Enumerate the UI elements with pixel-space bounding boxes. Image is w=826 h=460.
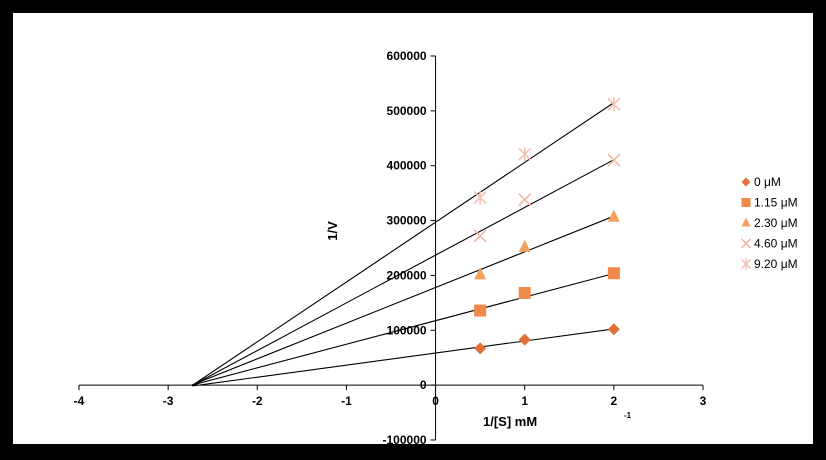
- x-tick-label: 0: [432, 394, 439, 408]
- data-point-series-0[interactable]: [518, 333, 531, 346]
- y-tick-label: -100000: [383, 433, 427, 447]
- legend-label-3: 4.60 μM: [754, 237, 798, 251]
- data-point-series-1[interactable]: [607, 267, 620, 280]
- y-tick-label: 500000: [387, 104, 427, 118]
- legend-marker-1[interactable]: [741, 198, 751, 207]
- y-tick-label: 200000: [387, 268, 427, 282]
- x-tick-label: -4: [74, 394, 85, 408]
- data-point-series-3[interactable]: [607, 153, 621, 167]
- data-point-series-4[interactable]: [607, 97, 621, 112]
- data-point-series-2[interactable]: [474, 267, 487, 280]
- y-tick-label: 0: [420, 378, 427, 392]
- data-point-series-3[interactable]: [518, 193, 532, 207]
- x-tick-label: -2: [252, 394, 263, 408]
- y-tick-label: 300000: [387, 214, 427, 228]
- data-point-series-0[interactable]: [607, 323, 620, 336]
- trendline-series-0: [192, 328, 614, 387]
- legend-marker-2[interactable]: [741, 217, 751, 227]
- y-tick-label: 400000: [387, 159, 427, 173]
- y-tick-label: 600000: [387, 49, 427, 63]
- data-point-series-1[interactable]: [474, 304, 487, 317]
- legend-marker-4[interactable]: [740, 258, 752, 270]
- x-tick-label: -1: [341, 394, 352, 408]
- x-tick-label: -3: [163, 394, 174, 408]
- legend-label-0: 0 μM: [754, 175, 781, 189]
- data-point-series-0[interactable]: [474, 342, 487, 355]
- data-point-series-3[interactable]: [473, 229, 487, 243]
- x-axis-title-superscript: -1: [624, 411, 632, 420]
- chart-frame: -4 -3 -2 -1 0 1 2 3 -100000 0 100000 200000 300000 40…: [0, 0, 826, 447]
- trendline-series-1: [192, 272, 614, 386]
- x-tick-label: 2: [611, 394, 618, 408]
- trendline-series-3: [191, 159, 615, 386]
- data-point-series-2[interactable]: [607, 209, 620, 222]
- y-axis-title: 1/V: [325, 221, 340, 241]
- legend-marker-3[interactable]: [740, 238, 752, 249]
- data-point-series-2[interactable]: [518, 239, 531, 252]
- trendline-series-4: [191, 102, 615, 386]
- x-axis-title: 1/[S] mM: [483, 414, 537, 429]
- data-point-series-4[interactable]: [518, 147, 532, 162]
- y-tick-label: 100000: [387, 323, 427, 337]
- legend-label-4: 9.20 μM: [754, 257, 798, 271]
- legend-label-2: 2.30 μM: [754, 216, 798, 230]
- trendline-series-2: [192, 215, 615, 386]
- x-tick-label: 3: [700, 394, 707, 408]
- legend-label-1: 1.15 μM: [754, 196, 798, 210]
- legend-marker-0[interactable]: [741, 177, 751, 187]
- x-tick-label: 1: [521, 394, 528, 408]
- lineweaver-burk-plot: -4 -3 -2 -1 0 1 2 3 -100000 0 100000 200000 300000 40…: [74, 49, 798, 447]
- data-point-series-1[interactable]: [518, 286, 531, 299]
- data-point-series-4[interactable]: [473, 190, 487, 205]
